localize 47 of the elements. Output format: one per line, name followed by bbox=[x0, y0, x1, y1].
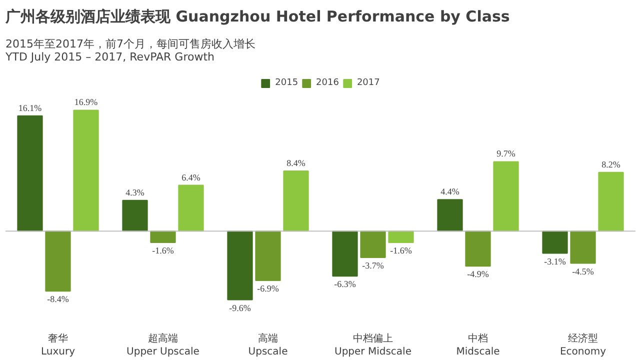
chart-subtitle: 2015年至2017年，前7个月，每间可售房收入增长 YTD July 2015 – 2017, RevPAR Growth bbox=[4, 38, 256, 64]
data-label: 8.4% bbox=[286, 158, 306, 168]
bar bbox=[465, 230, 491, 267]
bar bbox=[255, 230, 281, 281]
bar bbox=[598, 172, 624, 232]
data-label: -9.6% bbox=[229, 302, 252, 313]
bar bbox=[570, 230, 596, 264]
data-label: 6.4% bbox=[182, 172, 201, 182]
bar bbox=[122, 200, 148, 232]
x-tick-label: 中档 Midscale bbox=[456, 332, 500, 358]
x-tick-label: 经济型 Economy bbox=[560, 332, 606, 358]
data-label: 9.7% bbox=[496, 148, 516, 159]
bar bbox=[73, 110, 99, 232]
bar bbox=[45, 230, 71, 292]
bar bbox=[227, 230, 253, 300]
bar bbox=[283, 170, 309, 232]
bar bbox=[388, 230, 414, 244]
x-tick-label: 中档偏上 Upper Midscale bbox=[334, 332, 412, 358]
legend-label: 2017 bbox=[356, 78, 380, 88]
bar bbox=[360, 230, 386, 258]
bar bbox=[332, 230, 358, 277]
legend-label: 2015 bbox=[275, 78, 298, 88]
data-label: 4.3% bbox=[126, 187, 145, 198]
data-label: -6.3% bbox=[334, 279, 356, 290]
data-label: -8.4% bbox=[47, 294, 70, 304]
data-label: -6.9% bbox=[257, 283, 280, 294]
bar bbox=[542, 230, 568, 254]
chart-title: 广州各级别酒店业绩表现 Guangzhou Hotel Performance by Class bbox=[4, 8, 510, 26]
bar bbox=[178, 184, 204, 232]
bar bbox=[150, 230, 176, 244]
data-label: -3.7% bbox=[362, 260, 384, 271]
bar bbox=[437, 199, 463, 232]
data-label: 8.2% bbox=[602, 159, 621, 170]
data-label: -1.6% bbox=[390, 246, 412, 256]
data-label: 16.9% bbox=[74, 97, 98, 108]
bar bbox=[17, 115, 43, 232]
data-label: 16.1% bbox=[18, 102, 42, 113]
data-label: 4.4% bbox=[440, 186, 460, 197]
x-tick-label: 奢华 Luxury bbox=[40, 332, 76, 358]
bar bbox=[493, 161, 519, 232]
data-label: -4.9% bbox=[467, 269, 490, 280]
data-label: -4.5% bbox=[572, 266, 594, 276]
data-label: -3.1% bbox=[544, 256, 566, 266]
data-label: -1.6% bbox=[152, 246, 174, 256]
x-tick-label: 超高端 Upper Upscale bbox=[126, 332, 200, 358]
legend-label: 2016 bbox=[316, 78, 339, 88]
x-tick-label: 高端 Upscale bbox=[248, 332, 288, 358]
